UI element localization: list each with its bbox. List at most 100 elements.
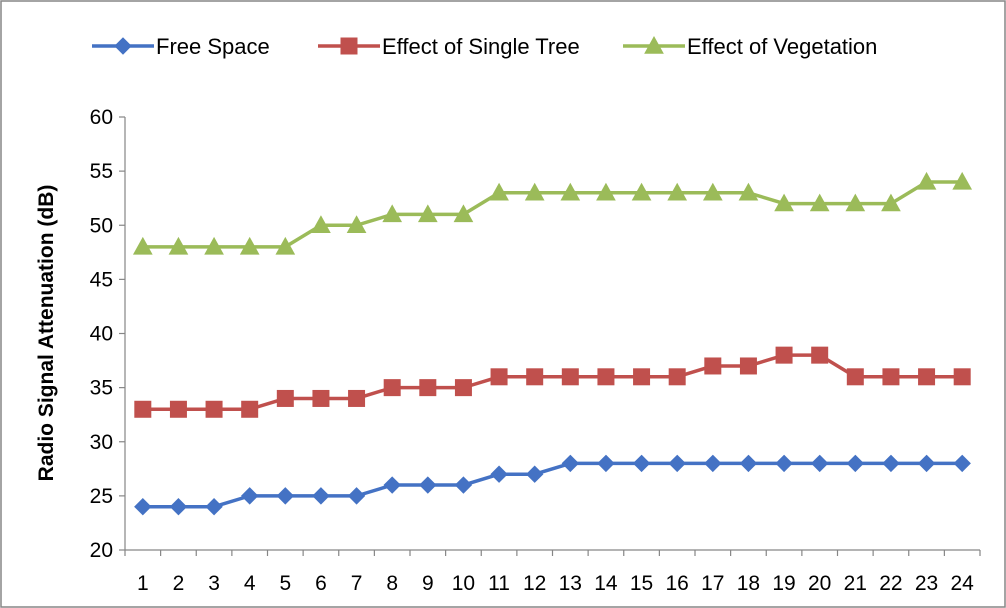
x-tick-label: 19 <box>772 572 795 595</box>
x-tick-label: 1 <box>137 572 149 595</box>
x-tick-label: 13 <box>559 572 582 595</box>
data-point <box>774 193 794 212</box>
x-tick-label: 20 <box>808 572 831 595</box>
y-tick-label: 30 <box>90 431 113 454</box>
data-point <box>668 368 686 386</box>
data-point <box>952 171 973 190</box>
data-point <box>134 400 152 418</box>
x-tick-label: 16 <box>666 572 689 595</box>
data-point <box>132 236 153 255</box>
data-point <box>738 182 759 201</box>
y-tick-label: 55 <box>90 160 113 183</box>
data-point <box>276 389 294 407</box>
x-tick-label: 12 <box>523 572 546 595</box>
data-point <box>168 236 189 255</box>
data-point <box>775 346 793 364</box>
data-point <box>953 454 971 473</box>
x-tick-label: 9 <box>422 572 434 595</box>
x-tick-label: 22 <box>879 572 902 595</box>
x-tick-label: 4 <box>244 572 256 595</box>
data-point <box>240 487 259 505</box>
data-point <box>810 454 829 473</box>
legend-item: Effect of Single Tree <box>318 34 580 59</box>
data-point <box>454 379 472 397</box>
data-point <box>561 454 580 473</box>
legend-label: Effect of Vegetation <box>687 34 877 59</box>
data-point <box>632 454 651 473</box>
data-point <box>383 476 401 494</box>
data-point <box>775 454 793 473</box>
x-tick-label: 8 <box>386 572 398 595</box>
data-point <box>561 368 579 386</box>
data-point <box>312 389 330 407</box>
y-axis-label: Radio Signal Attenuation (dB) <box>35 185 58 482</box>
data-point <box>241 400 259 418</box>
data-point <box>454 476 473 494</box>
data-point <box>918 368 936 386</box>
legend-label: Effect of Single Tree <box>382 34 580 59</box>
data-point <box>881 193 901 212</box>
data-point <box>560 182 581 201</box>
data-point <box>704 357 722 375</box>
data-point <box>453 204 474 223</box>
series-line <box>142 180 963 249</box>
data-point <box>489 182 509 201</box>
data-point <box>704 454 722 473</box>
data-point <box>205 497 223 516</box>
x-tick-label: 5 <box>279 572 291 595</box>
data-point <box>524 182 545 201</box>
x-tick-label: 7 <box>351 572 363 595</box>
x-tick-label: 24 <box>951 572 975 595</box>
data-point <box>811 346 829 364</box>
data-point <box>383 379 401 397</box>
x-tick-label: 2 <box>173 572 185 595</box>
y-tick-label: 50 <box>90 214 113 237</box>
data-point <box>702 182 723 201</box>
data-point <box>276 487 295 505</box>
y-tick-label: 45 <box>90 268 113 291</box>
x-tick-label: 14 <box>594 572 618 595</box>
data-point <box>417 204 438 223</box>
data-point <box>597 454 615 473</box>
x-tick-label: 21 <box>844 572 867 595</box>
data-point <box>525 465 544 483</box>
x-tick-label: 18 <box>737 572 760 595</box>
x-tick-label: 6 <box>315 572 327 595</box>
data-point <box>205 400 223 418</box>
data-point <box>526 368 544 386</box>
data-point <box>382 204 403 223</box>
series-effect-of-vegetation <box>132 171 973 255</box>
data-point <box>490 465 508 483</box>
data-point <box>596 182 616 201</box>
data-point <box>916 171 937 190</box>
series-effect-of-single-tree <box>134 346 971 418</box>
data-point <box>312 487 330 505</box>
data-point <box>846 368 864 386</box>
legend-swatch-marker <box>644 35 664 54</box>
y-tick-label: 35 <box>90 377 113 400</box>
y-tick-label: 60 <box>90 106 113 129</box>
data-point <box>668 454 686 473</box>
legend-item: Free Space <box>92 34 270 59</box>
x-tick-label: 15 <box>630 572 653 595</box>
data-point <box>348 389 366 407</box>
data-point <box>204 236 224 255</box>
data-point <box>169 497 188 516</box>
data-point <box>311 215 331 233</box>
data-point <box>239 236 260 255</box>
legend: Free Space Effect of Single Tree Effect of… <box>92 34 877 59</box>
series-free-space <box>134 454 971 516</box>
series-layer <box>132 171 973 516</box>
data-point <box>419 476 437 494</box>
data-point <box>275 236 296 255</box>
data-point <box>739 454 758 473</box>
data-point <box>667 182 688 201</box>
data-point <box>739 357 757 375</box>
data-point <box>882 454 900 473</box>
data-point <box>597 368 615 386</box>
data-point <box>419 379 437 397</box>
y-tick-label: 40 <box>90 323 113 346</box>
